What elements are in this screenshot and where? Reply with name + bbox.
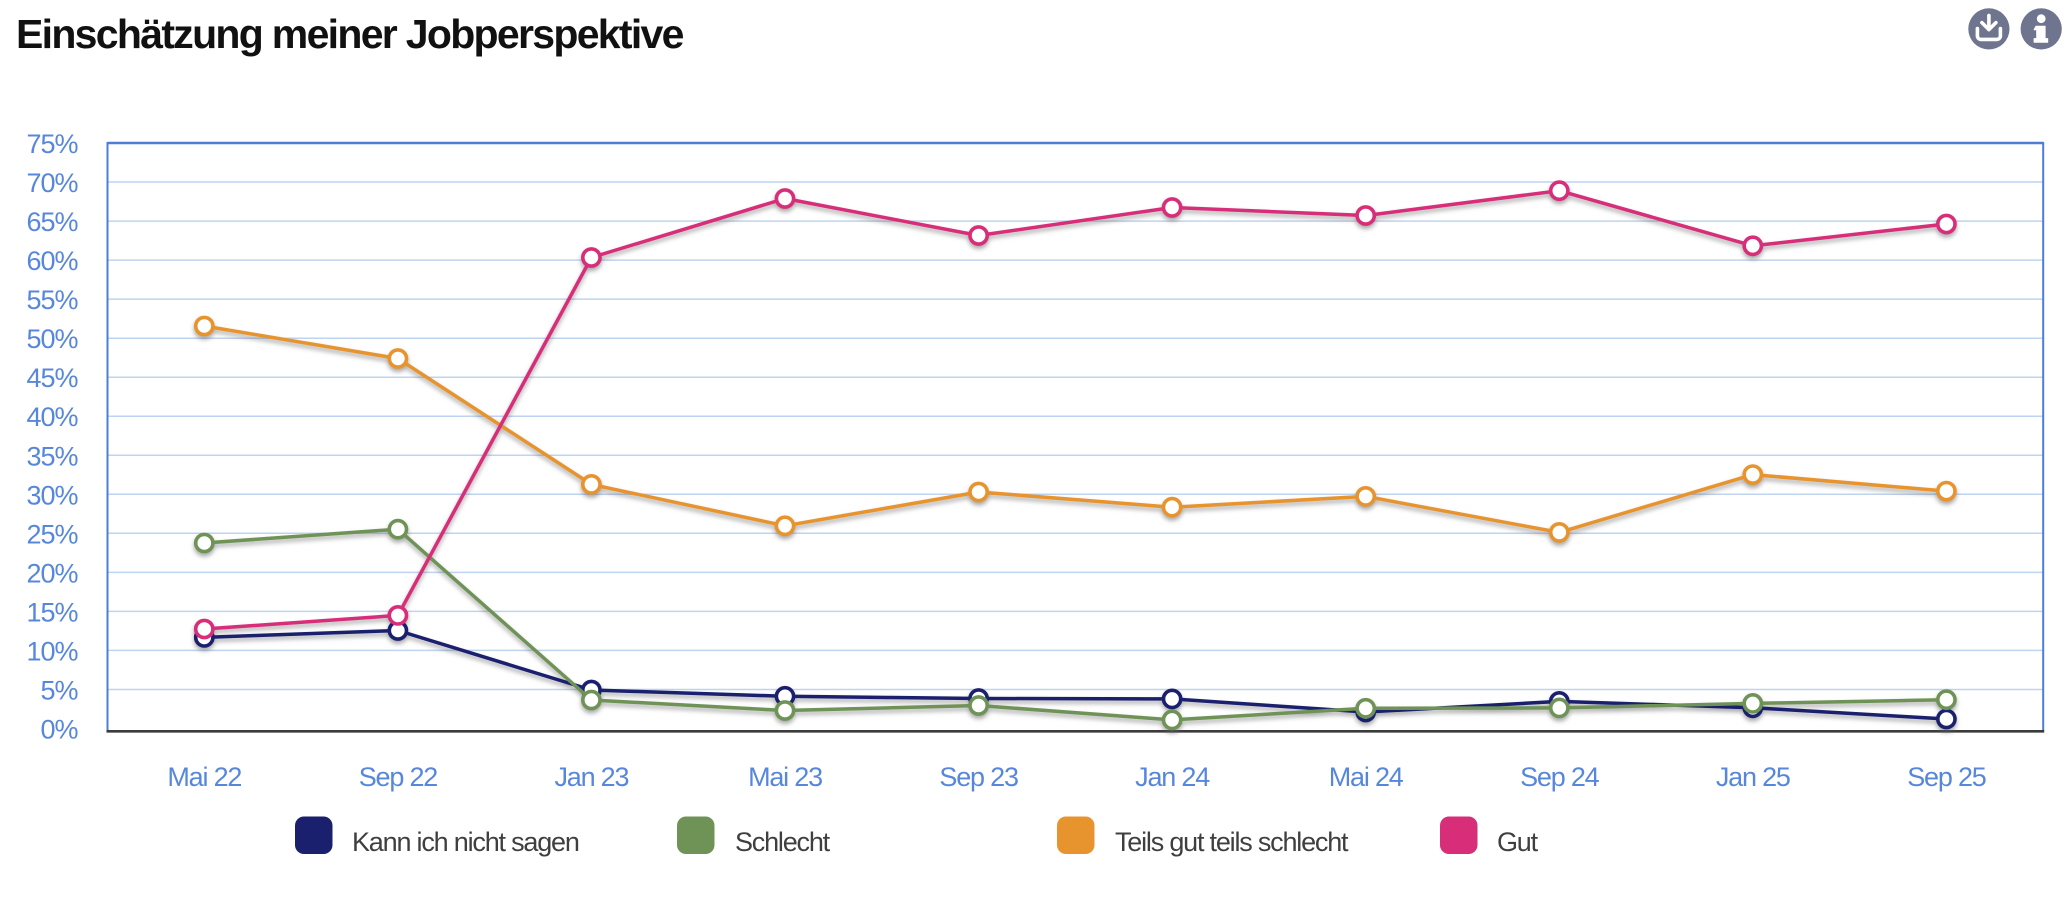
svg-text:Jan 23: Jan 23	[554, 762, 628, 792]
svg-text:75%: 75%	[26, 129, 78, 159]
svg-text:Kann ich nicht sagen: Kann ich nicht sagen	[352, 827, 579, 857]
svg-text:20%: 20%	[26, 558, 78, 588]
svg-text:Schlecht: Schlecht	[735, 827, 831, 857]
svg-text:Teils gut teils schlecht: Teils gut teils schlecht	[1115, 827, 1349, 857]
svg-text:40%: 40%	[26, 402, 78, 432]
svg-text:Sep 23: Sep 23	[939, 762, 1018, 792]
svg-text:Gut: Gut	[1497, 827, 1539, 857]
svg-text:35%: 35%	[26, 441, 78, 471]
svg-text:55%: 55%	[26, 285, 78, 315]
svg-text:15%: 15%	[26, 597, 78, 627]
svg-text:45%: 45%	[26, 363, 78, 393]
svg-text:Einschätzung meiner Jobperspek: Einschätzung meiner Jobperspektive	[16, 11, 684, 57]
svg-text:25%: 25%	[26, 519, 78, 549]
svg-text:Sep 22: Sep 22	[359, 762, 438, 792]
svg-text:5%: 5%	[40, 676, 78, 706]
svg-text:10%: 10%	[26, 636, 78, 666]
svg-text:30%: 30%	[26, 480, 78, 510]
svg-text:Jan 25: Jan 25	[1716, 762, 1790, 792]
svg-text:Mai 22: Mai 22	[167, 762, 241, 792]
svg-text:65%: 65%	[26, 207, 78, 237]
svg-text:50%: 50%	[26, 324, 78, 354]
svg-text:Mai 24: Mai 24	[1329, 762, 1404, 792]
svg-text:70%: 70%	[26, 168, 78, 198]
svg-text:60%: 60%	[26, 246, 78, 276]
svg-text:Mai 23: Mai 23	[748, 762, 822, 792]
svg-text:Jan 24: Jan 24	[1135, 762, 1210, 792]
svg-text:Sep 24: Sep 24	[1520, 762, 1600, 792]
svg-text:Sep 25: Sep 25	[1907, 762, 1986, 792]
svg-text:0%: 0%	[40, 715, 78, 745]
